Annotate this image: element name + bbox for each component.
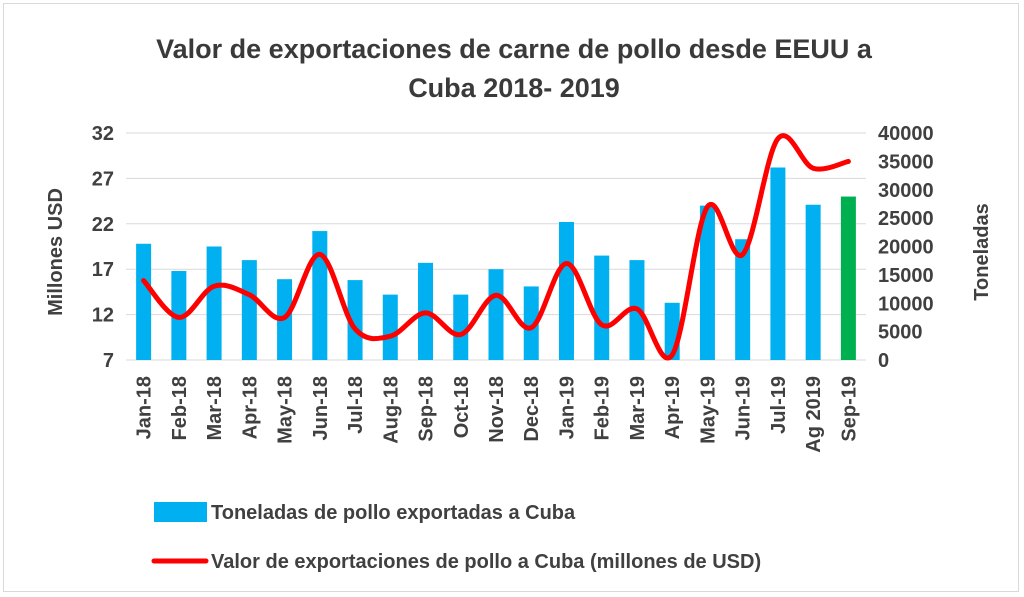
chart-frame: Valor de exportaciones de carne de pollo… xyxy=(3,3,1019,592)
chart: Valor de exportaciones de carne de pollo… xyxy=(45,34,993,573)
chart-title-line2: Cuba 2018- 2019 xyxy=(408,73,620,103)
x-tick-label: Oct-18 xyxy=(451,376,473,438)
y-left-tick-label: 27 xyxy=(92,168,114,190)
y-right-tick-label: 30000 xyxy=(878,180,934,202)
y-left-tick-label: 17 xyxy=(92,259,114,281)
x-tick-label: Jan-19 xyxy=(556,376,578,439)
x-tick-label: Jul-19 xyxy=(768,376,790,434)
x-tick-label: Jul-18 xyxy=(345,376,367,434)
x-tick-label: Nov-18 xyxy=(486,376,508,443)
bar xyxy=(382,294,398,360)
y-right-tick-label: 15000 xyxy=(878,265,934,287)
bar xyxy=(453,294,469,360)
bar xyxy=(805,204,821,360)
bar xyxy=(770,167,786,360)
x-tick-label: May-18 xyxy=(275,376,297,444)
bar xyxy=(594,255,610,360)
y-right-tick-label: 25000 xyxy=(878,208,934,230)
x-tick-label: Mar-18 xyxy=(204,376,226,440)
bar xyxy=(312,231,328,360)
x-tick-label: Feb-18 xyxy=(169,376,191,440)
bar-series xyxy=(136,167,856,360)
y-axis-right-title: Toneladas xyxy=(971,203,993,300)
left-axis-ticks: 32 27 22 17 12 7 xyxy=(92,123,114,372)
x-tick-label: Mar-19 xyxy=(627,376,649,440)
bar xyxy=(241,260,257,360)
legend: Toneladas de pollo exportadas a Cuba Val… xyxy=(151,502,761,573)
y-right-tick-label: 5000 xyxy=(878,322,923,344)
right-axis-ticks: 40000 35000 30000 25000 20000 15000 10000 5000 0 xyxy=(878,123,934,372)
legend-label-bar: Toneladas de pollo exportadas a Cuba xyxy=(211,502,576,524)
line-path xyxy=(141,133,851,361)
bar xyxy=(558,221,574,360)
legend-swatch-bar xyxy=(154,502,207,522)
y-right-tick-label: 20000 xyxy=(878,237,934,259)
x-tick-label: Sep-19 xyxy=(838,376,860,442)
x-tick-label: Aug-18 xyxy=(380,376,402,444)
legend-label-line: Valor de exportaciones de pollo a Cuba (… xyxy=(211,551,761,573)
y-left-tick-label: 12 xyxy=(92,305,114,327)
y-right-tick-label: 0 xyxy=(878,350,889,372)
x-tick-label: Feb-19 xyxy=(592,376,614,440)
line-series xyxy=(141,133,851,361)
y-axis-left-title: Millones USD xyxy=(45,188,67,316)
y-left-tick-label: 32 xyxy=(92,123,114,145)
bar xyxy=(840,196,856,360)
x-tick-label: Dec-18 xyxy=(521,376,543,442)
x-tick-label: Apr-19 xyxy=(662,376,684,439)
bar xyxy=(347,280,363,360)
chart-title-line1: Valor de exportaciones de carne de pollo… xyxy=(156,34,873,64)
bar xyxy=(699,205,715,360)
y-right-tick-label: 40000 xyxy=(878,123,934,145)
x-axis-ticks: Jan-18 Feb-18 Mar-18 Apr-18 May-18 Jun-18 Jul-… xyxy=(134,376,861,453)
y-right-tick-label: 35000 xyxy=(878,151,934,173)
bar xyxy=(488,269,504,360)
bar xyxy=(136,243,152,360)
y-left-tick-label: 7 xyxy=(103,350,114,372)
x-tick-label: Jan-18 xyxy=(134,376,156,439)
y-right-tick-label: 10000 xyxy=(878,293,934,315)
x-tick-label: Jun-19 xyxy=(733,376,755,440)
bar xyxy=(523,286,539,360)
bar xyxy=(206,246,222,360)
x-tick-label: Apr-18 xyxy=(239,376,261,439)
x-tick-label: May-19 xyxy=(697,376,719,444)
x-tick-label: Jun-18 xyxy=(310,376,332,440)
x-tick-label: Sep-18 xyxy=(416,376,438,442)
y-left-tick-label: 22 xyxy=(92,214,114,236)
bar xyxy=(735,239,751,360)
x-tick-label: Ag 2019 xyxy=(803,376,825,453)
